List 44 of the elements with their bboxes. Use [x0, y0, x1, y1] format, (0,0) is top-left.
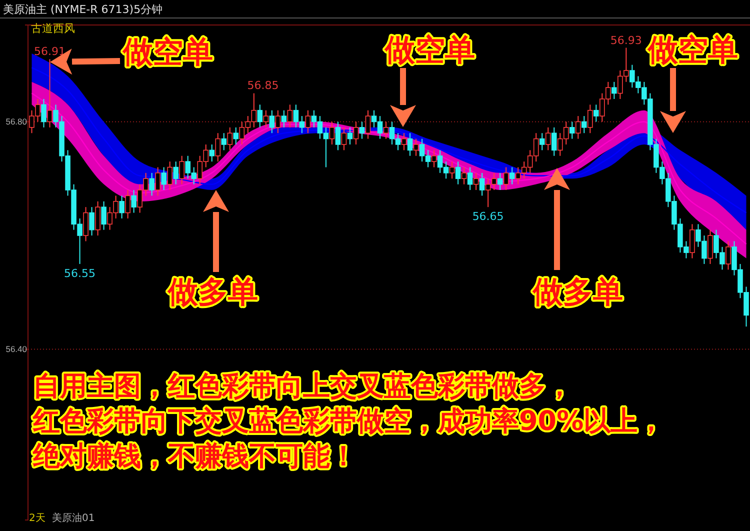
candlestick — [161, 166, 166, 190]
candlestick — [131, 190, 136, 214]
annotation: 自用主图，红色彩带向上交叉蓝色彩带做多， — [33, 371, 573, 402]
candlestick — [509, 166, 515, 185]
candlestick — [461, 166, 467, 185]
annotation: 美原油01 — [52, 512, 95, 524]
candlestick — [569, 121, 575, 140]
candlestick — [287, 104, 293, 128]
annotation: 做空单 — [384, 33, 475, 68]
candlestick — [353, 121, 359, 145]
annotation: 56.93 — [610, 34, 642, 47]
annotation: 做多单 — [532, 275, 623, 310]
candlestick — [119, 195, 124, 219]
candlestick — [257, 104, 263, 128]
annotation: 做多单 — [167, 275, 258, 310]
candlestick — [503, 166, 509, 190]
candlestick — [41, 98, 46, 128]
candlestick — [690, 224, 695, 259]
annotation: 红色彩带向下交叉蓝色彩带做空，成功率90%以上， — [32, 406, 665, 437]
annotation: 做空单 — [122, 35, 213, 70]
candlestick — [467, 166, 473, 190]
annotation: 56.91 — [34, 45, 66, 58]
candlestick — [575, 116, 581, 140]
candlestick — [47, 58, 52, 128]
annotation: 56.55 — [64, 266, 96, 280]
candlestick — [173, 161, 179, 185]
candlestick — [89, 206, 94, 236]
annotation: 绝对赚钱，不赚钱不可能！ — [32, 441, 357, 472]
candlestick — [329, 121, 335, 145]
candlestick — [383, 121, 389, 140]
y-tick-label: 56.40 — [6, 344, 28, 354]
candlestick — [125, 190, 130, 219]
candlestick — [359, 121, 365, 140]
candlestick — [407, 132, 413, 156]
annotation: 古道西风 — [31, 22, 75, 35]
annotation: 56.65 — [472, 210, 504, 224]
y-tick-label: 56.80 — [6, 116, 28, 126]
candlestick — [167, 161, 172, 190]
annotation: 56.85 — [247, 79, 279, 92]
annotation: 做空单 — [647, 33, 738, 68]
chart-title: 美原油主 (NYME-R 6713)5分钟 — [3, 3, 163, 16]
annotation: 2天 — [29, 513, 46, 524]
candlestick — [455, 161, 461, 185]
line-series — [31, 67, 747, 214]
